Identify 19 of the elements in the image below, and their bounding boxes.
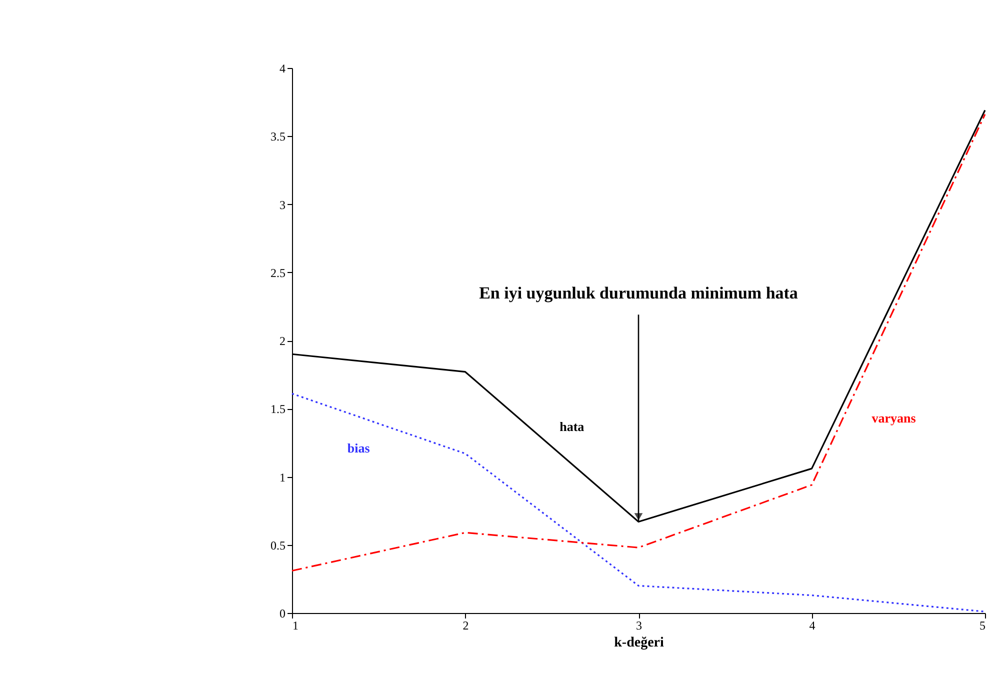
- y-tick-label: 4: [280, 62, 286, 76]
- y-tick-label: 3.5: [270, 130, 286, 144]
- x-tick-label: 5: [980, 618, 986, 632]
- y-tick-label: 0.5: [270, 538, 286, 552]
- y-tick-label: 2: [280, 334, 286, 348]
- x-tick-label: 2: [462, 618, 469, 632]
- y-tick-label: 1.5: [270, 402, 286, 416]
- x-tick-label: 4: [809, 618, 816, 632]
- y-tick-label: 3: [280, 198, 286, 212]
- series-label: varyans: [872, 410, 916, 426]
- series-label: bias: [347, 440, 370, 456]
- annotation: En iyi uygunluk durumunda minimum hata: [479, 284, 798, 303]
- y-tick-label: 1: [280, 470, 286, 484]
- series-label: hata: [560, 418, 585, 434]
- x-tick-label: 3: [636, 618, 642, 632]
- y-tick-label: 2.5: [270, 266, 286, 280]
- x-axis-title: k-değeri: [614, 636, 664, 650]
- x-tick-label: 1: [292, 618, 298, 632]
- y-tick-label: 0: [280, 606, 286, 620]
